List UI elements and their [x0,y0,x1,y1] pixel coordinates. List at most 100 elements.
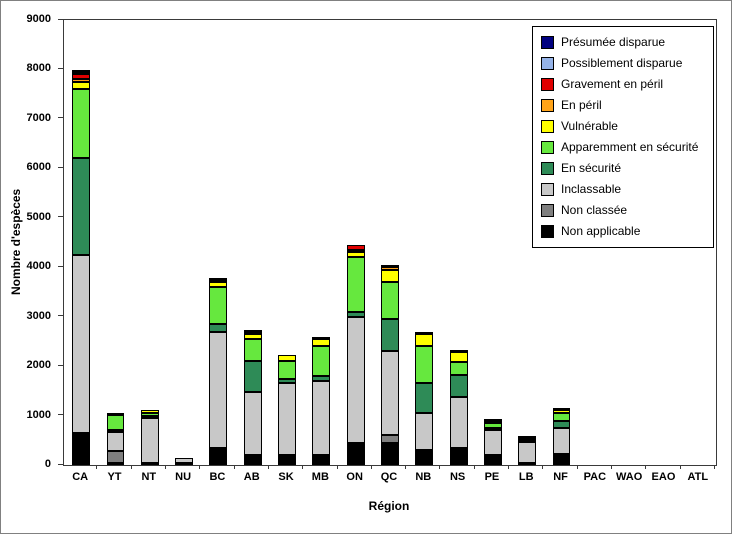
x-tick-mark [303,465,338,469]
legend-label: Non applicable [561,224,641,238]
bar-slot-ab [236,20,270,465]
x-tick-mark [543,465,578,469]
legend-item: Gravement en péril [537,74,709,95]
stacked-bar-pe [483,20,502,465]
bar-slot-ns [441,20,475,465]
bar-segment [209,331,228,448]
bar-segment [209,287,228,325]
legend-label: Vulnérable [561,119,618,133]
bar-segment [106,429,125,433]
bar-segment [106,463,125,465]
bar-segment [449,362,468,375]
bar-segment [415,450,434,465]
x-label-pac: PAC [583,471,607,483]
bar-segment [518,435,537,438]
bar-segment [243,361,262,392]
stacked-bar-sk [278,20,296,465]
bar-slot-mb [304,20,338,465]
x-tick-mark [200,465,235,469]
x-tick-mark [269,465,304,469]
bar-segment [72,73,91,79]
bar-segment [140,416,159,419]
x-label-wao: WAO [616,471,643,483]
bar-segment [552,454,571,465]
bar-segment [346,442,365,465]
bar-segment [483,419,502,421]
bar-segment [72,81,91,90]
legend-item: Non applicable [537,221,709,242]
x-axis-title: Région [368,499,410,513]
y-tick-label: 1000 [26,408,51,421]
x-label-atl: ATL [687,471,709,483]
x-label-sk: SK [278,471,294,483]
bar-segment [278,354,296,362]
x-label-nb: NB [415,471,432,483]
bar-segment [106,415,125,430]
x-label-lb: LB [518,471,534,483]
y-tick-label: 7000 [26,111,51,124]
bar-segment [312,336,331,339]
legend-item: Apparemment en sécurité [537,137,709,158]
bar-segment [552,420,571,428]
bar-segment [518,463,537,465]
bar-slot-pe [476,20,510,465]
bar-slot-yt [98,20,132,465]
x-tick-mark [612,465,647,469]
bar-segment [449,447,468,465]
stacked-bar-ca [72,20,91,465]
bar-segment [415,346,434,384]
x-label-bc: BC [209,471,226,483]
bar-segment [106,412,125,416]
legend-item: Possiblement disparue [537,53,709,74]
bar-segment [72,89,91,159]
bar-segment [552,413,571,421]
legend-swatch [541,225,554,238]
stacked-bar-nt [140,20,159,465]
bar-segment [175,457,193,463]
bar-segment [209,447,228,465]
stacked-bar-mb [312,20,331,465]
bar-segment [209,282,228,288]
bar-slot-on [339,20,373,465]
bar-segment [381,319,399,352]
bar-segment [175,463,193,465]
legend-swatch [541,120,554,133]
legend-swatch [541,36,554,49]
x-label-ns: NS [449,471,466,483]
bar-segment [72,71,91,74]
bar-segment [381,351,399,436]
bar-segment [381,267,399,270]
legend-item: Non classée [537,200,709,221]
stacked-bar-ns [449,20,468,465]
y-tick-mark [58,18,63,20]
bar-segment [140,418,159,463]
bar-segment [449,374,468,397]
x-tick-mark [509,465,544,469]
bar-segment [346,316,365,443]
y-tick-label: 6000 [26,161,51,174]
bar-segment [243,334,262,339]
y-tick-mark [58,166,63,168]
x-label-nt: NT [141,471,157,483]
stacked-bar-nf [552,20,571,465]
legend-label: Apparemment en sécurité [561,140,699,154]
x-label-yt: YT [107,471,122,483]
bar-slot-bc [201,20,235,465]
y-tick-mark [58,216,63,218]
legend-swatch [541,162,554,175]
x-tick-mark [646,465,681,469]
bar-segment [243,331,262,335]
bar-segment [140,412,159,417]
legend-label: Inclassable [561,182,622,196]
x-label-on: ON [346,471,363,483]
bar-segment [552,407,571,410]
legend-swatch [541,78,554,91]
bar-segment [346,257,365,312]
y-tick-mark [58,414,63,416]
x-tick-mark [406,465,441,469]
bar-segment [346,245,365,250]
legend-item: Présumée disparue [537,32,709,53]
x-tick-mark [578,465,612,469]
stacked-bar-qc [381,20,399,465]
bar-segment [72,78,91,82]
